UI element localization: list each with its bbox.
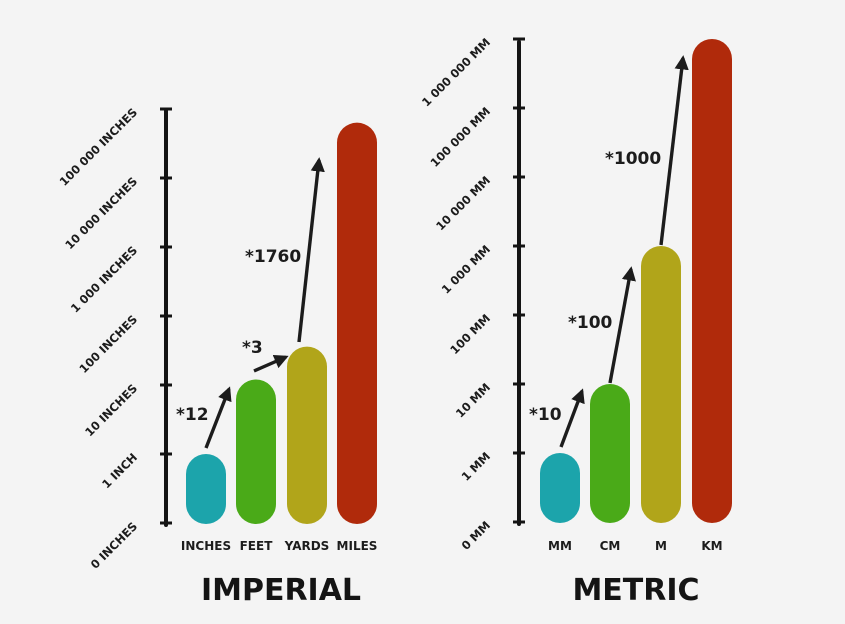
metric-category-label: MM xyxy=(548,539,572,553)
imperial-conversion-arrow xyxy=(253,355,289,373)
metric-tick-label: 100 MM xyxy=(447,311,493,357)
metric-factor-label: *10 xyxy=(529,405,562,425)
metric-chart: 0 MM 1 MM 10 MM 100 MM 1 000 MM 10 000 MM100 … xyxy=(419,35,732,608)
imperial-tick-label: 1 INCH xyxy=(99,450,140,491)
imperial-factor-label: *1760 xyxy=(245,247,301,267)
metric-tick-label: 100 000 MM xyxy=(427,104,493,170)
imperial-category-label: YARDS xyxy=(284,539,330,553)
metric-conversion-arrow xyxy=(659,55,689,246)
imperial-title: IMPERIAL xyxy=(201,573,361,608)
metric-conversion-arrow xyxy=(608,266,636,384)
metric-category-label: M xyxy=(655,539,667,553)
imperial-factor-label: *12 xyxy=(176,405,209,425)
metric-tick-label: 10 000 MM xyxy=(433,173,493,233)
imperial-tick-label: 1 000 INCHES xyxy=(68,243,140,315)
metric-tick-label: 1 MM xyxy=(459,449,494,484)
imperial-tick-label: 0 INCHES xyxy=(88,519,140,571)
imperial-tick-label: 100 INCHES xyxy=(76,312,140,376)
imperial-conversion-arrow xyxy=(204,386,232,449)
imperial-category-label: FEET xyxy=(240,539,274,553)
metric-tick-label: 0 MM xyxy=(459,518,494,553)
imperial-category-label: INCHES xyxy=(181,539,231,553)
imperial-factor-label: *3 xyxy=(242,338,263,358)
metric-bar-cm xyxy=(590,384,630,523)
metric-tick-label: 1 000 000 MM xyxy=(419,35,493,109)
imperial-bar-inches xyxy=(186,454,226,524)
metric-factor-label: *100 xyxy=(568,313,613,333)
metric-tick-label: 1 000 MM xyxy=(439,242,493,296)
imperial-category-label: MILES xyxy=(337,539,378,553)
metric-factor-label: *1000 xyxy=(605,149,661,169)
metric-bar-km xyxy=(692,39,732,523)
imperial-bar-miles xyxy=(337,122,377,525)
imperial-tick-label: 10 INCHES xyxy=(82,381,140,439)
metric-category-label: KM xyxy=(701,539,722,553)
imperial-conversion-arrow xyxy=(297,157,325,343)
metric-title: METRIC xyxy=(572,573,699,608)
imperial-bar-feet xyxy=(236,379,276,524)
metric-category-label: CM xyxy=(600,539,621,553)
metric-bar-m xyxy=(641,246,681,523)
metric-conversion-arrow xyxy=(559,388,585,448)
imperial-bar-yards xyxy=(287,346,327,524)
metric-tick-label: 10 MM xyxy=(453,380,493,420)
metric-bar-mm xyxy=(540,453,580,523)
imperial-tick-label: 10 000 INCHES xyxy=(62,174,140,252)
